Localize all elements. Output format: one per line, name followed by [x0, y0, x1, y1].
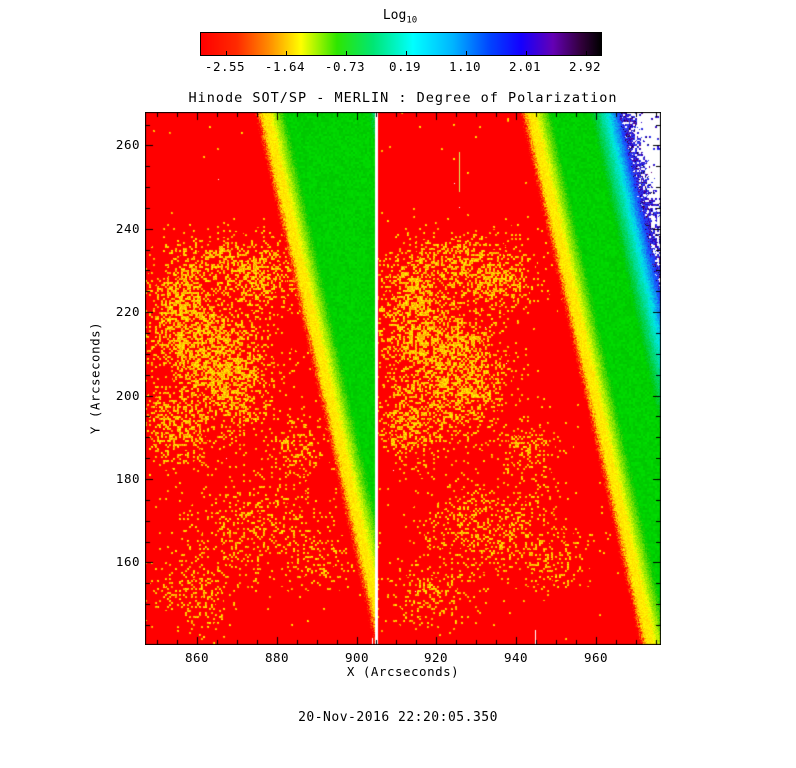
- x-tick-label: 860: [184, 650, 210, 665]
- colorbar-tick-label: 1.10: [448, 59, 482, 74]
- colorbar-tick: [586, 51, 587, 55]
- y-tick-label: 200: [115, 388, 140, 403]
- colorbar-tick-label: -1.64: [264, 59, 306, 74]
- x-tick-label: 900: [344, 650, 370, 665]
- timestamp: 20-Nov-2016 22:20:05.350: [298, 710, 498, 725]
- y-tick-label: 180: [115, 471, 140, 486]
- x-tick-label: 880: [264, 650, 290, 665]
- x-tick-label: 940: [503, 650, 529, 665]
- y-tick-label: 260: [115, 137, 140, 152]
- y-tick-label: 160: [115, 554, 140, 569]
- colorbar-tick-label: 2.92: [568, 59, 602, 74]
- colorbar-tick: [346, 51, 347, 55]
- colorbar-tick: [406, 51, 407, 55]
- colorbar-title-main: Log: [382, 8, 407, 23]
- y-tick-label: 240: [115, 221, 140, 236]
- colorbar-tick-label: -2.55: [204, 59, 246, 74]
- y-tick-label: 220: [115, 304, 140, 319]
- colorbar-tick-label: 0.19: [388, 59, 422, 74]
- x-tick-label: 960: [583, 650, 609, 665]
- colorbar-tick-label: -0.73: [324, 59, 366, 74]
- colorbar-title-sub: 10: [406, 15, 418, 26]
- colorbar-tick: [526, 51, 527, 55]
- colorbar-tick: [466, 51, 467, 55]
- colorbar-tick: [226, 51, 227, 55]
- x-tick-label: 920: [423, 650, 449, 665]
- colorbar: [200, 32, 602, 56]
- colorbar-tick-label: 2.01: [508, 59, 542, 74]
- colorbar-title: Log10: [200, 8, 600, 26]
- plot-title: Hinode SOT/SP - MERLIN : Degree of Polar…: [188, 90, 618, 106]
- heatmap-canvas: [145, 112, 661, 645]
- y-axis-label: Y (Arcseconds): [87, 321, 103, 435]
- colorbar-tick: [286, 51, 287, 55]
- x-axis-label: X (Arcseconds): [346, 664, 460, 679]
